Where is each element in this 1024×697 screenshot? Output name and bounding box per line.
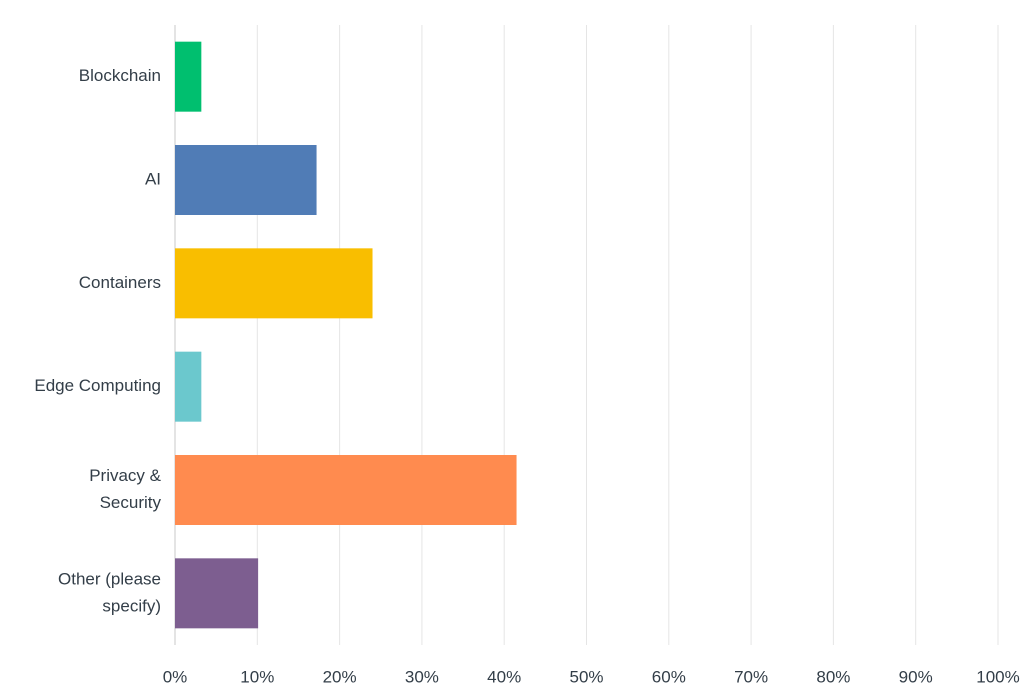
y-tick-label: Edge Computing xyxy=(34,376,161,395)
bar xyxy=(175,41,202,112)
label-line: Other (please xyxy=(58,570,161,589)
x-tick-label: 20% xyxy=(323,667,357,686)
x-tick-label: 90% xyxy=(899,667,933,686)
x-tick-label: 70% xyxy=(734,667,768,686)
bar xyxy=(175,145,317,215)
x-tick-label: 60% xyxy=(652,667,686,686)
x-tick-label: 80% xyxy=(816,667,850,686)
bar xyxy=(175,558,259,629)
y-tick-label: AI xyxy=(145,169,161,188)
bar xyxy=(175,455,517,525)
x-tick-label: 100% xyxy=(976,667,1019,686)
x-tick-label: 50% xyxy=(569,667,603,686)
label-line: specify) xyxy=(102,597,161,616)
x-tick-label: 30% xyxy=(405,667,439,686)
x-tick-label: 0% xyxy=(163,667,188,686)
bar xyxy=(175,351,202,422)
y-tick-label: Privacy & Security xyxy=(89,466,161,512)
y-tick-label: Blockchain xyxy=(79,66,161,85)
label-line: Security xyxy=(100,493,162,512)
x-tick-label: 10% xyxy=(240,667,274,686)
y-tick-label: Other (please specify) xyxy=(58,570,161,616)
bar xyxy=(175,248,373,319)
y-tick-label: Containers xyxy=(79,273,161,292)
label-line: Privacy & xyxy=(89,466,161,485)
x-tick-label: 40% xyxy=(487,667,521,686)
